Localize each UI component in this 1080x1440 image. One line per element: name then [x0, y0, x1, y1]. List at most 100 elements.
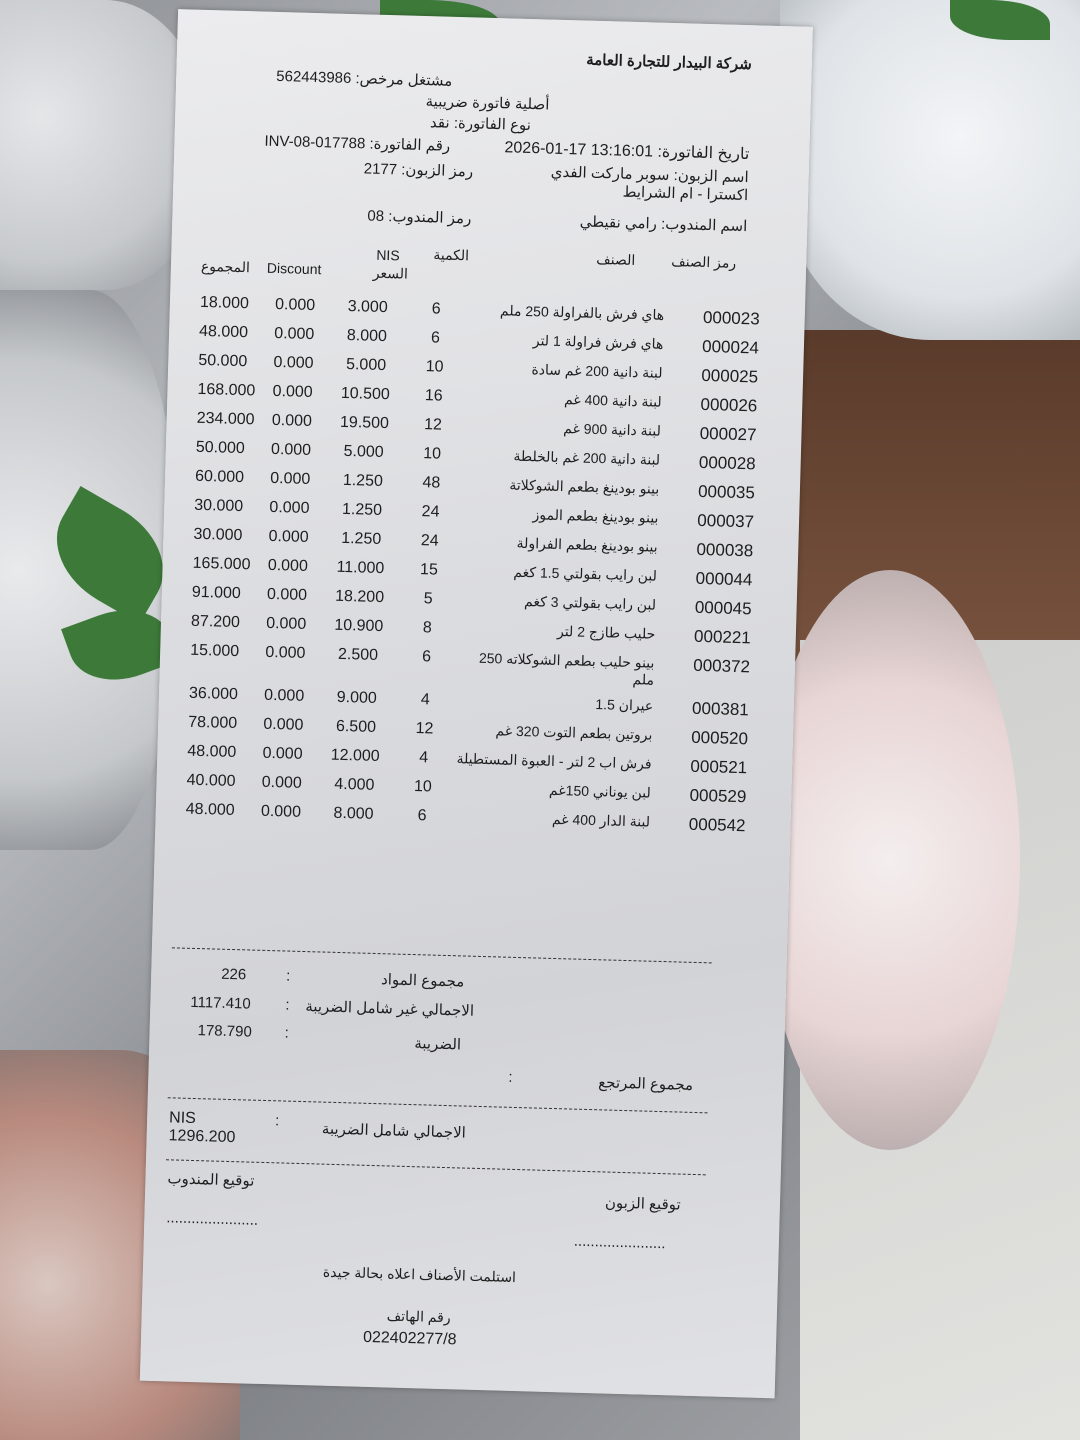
rep-code-label: رمز المندوب: — [388, 208, 472, 228]
item-discount: 0.000 — [262, 744, 303, 763]
item-price: 8.000 — [346, 326, 388, 346]
rep-name-label: اسم المندوب: — [660, 215, 748, 236]
colon: : — [285, 967, 291, 985]
item-discount: 0.000 — [260, 802, 302, 821]
customer-name-row: اسم الزبون: سوبر ماركت الفدي اكسترا - ام… — [508, 161, 749, 205]
invoice-date-row: تاريخ الفاتورة: 2026-01-17 13:16:01 — [504, 137, 749, 164]
item-code: 000037 — [697, 510, 755, 532]
customer-code-label: رمز الزبون: — [401, 161, 474, 181]
rep-code: 08 — [367, 207, 385, 225]
item-code: 000023 — [702, 307, 760, 329]
customer-signature-line: ...................... — [573, 1232, 666, 1253]
item-code: 000520 — [690, 727, 749, 749]
tax-label: الضريبة — [414, 1035, 462, 1054]
colon: : — [508, 1068, 513, 1086]
rep-code-row: 08 رمز المندوب: — [367, 207, 471, 228]
item-discount: 0.000 — [274, 295, 316, 315]
rep-signature-line: ...................... — [166, 1209, 259, 1229]
customer-code-row: 2177 رمز الزبون: — [363, 159, 473, 180]
item-price: 1.250 — [342, 471, 384, 491]
item-qty: 5 — [423, 590, 433, 608]
rep-signature-label: توقيع المندوب — [167, 1170, 255, 1190]
subtotal-label: الاجمالي غير شامل الضريبة — [305, 998, 475, 1020]
item-total: 48.000 — [187, 742, 237, 762]
item-discount: 0.000 — [266, 585, 308, 604]
item-total: 15.000 — [189, 641, 240, 661]
item-qty: 24 — [421, 503, 440, 521]
item-qty: 15 — [419, 561, 439, 579]
item-total: 60.000 — [194, 467, 245, 487]
item-price: 6.500 — [335, 717, 377, 736]
item-qty: 16 — [424, 387, 443, 405]
item-total: 18.000 — [199, 293, 250, 313]
item-discount: 0.000 — [271, 411, 313, 431]
item-price: 18.200 — [334, 587, 385, 607]
item-total: 30.000 — [194, 496, 244, 516]
original-tax-invoice: أصلية فاتورة ضريبية — [425, 93, 550, 114]
item-code: 000529 — [689, 785, 747, 807]
company-name: شركة البيدار للتجارة العامة — [585, 51, 753, 74]
rep-name-row: اسم المندوب: رامي نقيطي — [579, 212, 747, 235]
item-code: 000542 — [688, 814, 746, 836]
item-code: 000381 — [691, 698, 750, 720]
item-discount: 0.000 — [270, 469, 311, 489]
item-total: 168.000 — [197, 380, 256, 400]
item-total: 87.200 — [190, 612, 241, 632]
item-qty: 8 — [422, 619, 433, 637]
item-code: 000024 — [701, 336, 760, 358]
item-qty: 12 — [423, 416, 443, 434]
item-total: 50.000 — [195, 438, 246, 458]
item-price: 5.000 — [345, 355, 387, 375]
tax-amount: 178.790 — [197, 1022, 253, 1041]
items-table: 18.000 0.000 3.000 6 هاي فرش بالفراولة 250 م… — [185, 294, 760, 845]
subtotal: 1117.410 — [190, 993, 251, 1013]
item-price: 9.000 — [336, 688, 378, 707]
item-discount: 0.000 — [269, 498, 310, 517]
item-code: 000035 — [697, 481, 756, 503]
background-container-lid — [760, 570, 1020, 1150]
item-total: 48.000 — [198, 322, 249, 342]
item-total: 165.000 — [192, 554, 251, 574]
customer-code: 2177 — [363, 160, 398, 179]
item-code: 000372 — [693, 655, 751, 677]
item-qty: 4 — [419, 749, 429, 767]
item-price: 4.000 — [334, 775, 375, 794]
item-price: 10.900 — [334, 616, 384, 636]
column-price: السعر — [372, 264, 409, 282]
table-header: المجموع Discount NIS السعر الكمية الصنف … — [201, 240, 762, 281]
item-code: 000044 — [695, 568, 753, 590]
column-price-currency: NIS — [376, 246, 400, 264]
item-total: 234.000 — [196, 409, 255, 429]
licensed-dealer: 562443986 مشتغل مرخص: — [276, 67, 453, 90]
items-count-label: مجموع المواد — [380, 971, 465, 991]
item-discount: 0.000 — [270, 440, 312, 460]
item-qty: 12 — [415, 720, 434, 738]
licensed-dealer-number: 562443986 — [276, 67, 352, 87]
item-discount: 0.000 — [261, 773, 303, 792]
item-price: 8.000 — [333, 804, 374, 823]
item-code: 000521 — [690, 756, 748, 778]
column-name: الصنف — [596, 250, 636, 268]
item-total: 40.000 — [186, 771, 236, 791]
item-qty: 48 — [422, 474, 441, 492]
phone-number: 022402277/8 — [362, 1328, 457, 1349]
item-name: لبنة الدار 400 غم — [551, 810, 651, 830]
item-qty: 10 — [413, 778, 433, 796]
received-note: استلمت الأصناف اعلاه بحالة جيدة — [322, 1263, 517, 1286]
item-qty: 6 — [417, 807, 427, 825]
item-qty: 6 — [431, 300, 441, 318]
item-code: 000221 — [693, 626, 752, 648]
item-code: 000038 — [696, 539, 754, 561]
item-price: 2.500 — [337, 645, 379, 664]
invoice-number-label: رقم الفاتورة: — [369, 135, 451, 155]
item-total: 50.000 — [198, 351, 248, 371]
returns-label: مجموع المرتجع — [598, 1074, 694, 1094]
grand-total-label: الاجمالي شامل الضريبة — [321, 1120, 467, 1142]
item-price: 1.250 — [341, 500, 383, 520]
item-qty: 4 — [420, 691, 431, 709]
item-qty: 6 — [421, 648, 432, 666]
column-total: المجموع — [200, 257, 251, 276]
customer-name-label: اسم الزبون: — [673, 167, 749, 187]
column-discount: Discount — [266, 259, 322, 278]
invoice-number: INV-08-017788 — [264, 132, 366, 153]
